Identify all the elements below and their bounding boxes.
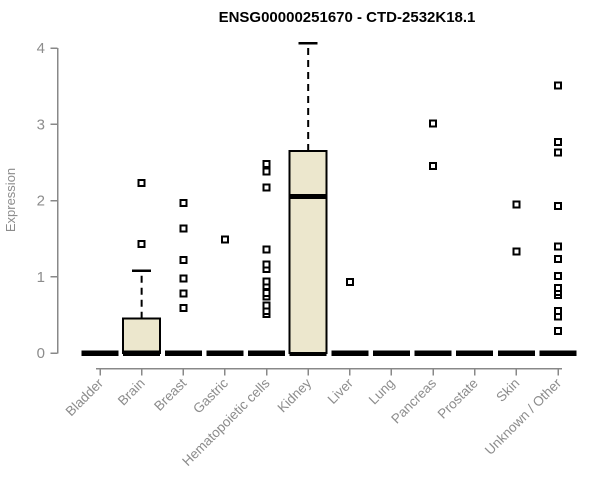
outlier-point (554, 255, 562, 264)
boxplot-liver (331, 278, 369, 356)
outlier-point (512, 200, 521, 209)
y-axis-label: Expression (3, 168, 18, 232)
outlier-point (262, 288, 271, 297)
boxplot-pancreas (414, 119, 452, 356)
x-category-label: Liver (325, 375, 357, 407)
outlier-point (512, 247, 521, 256)
x-category-label: Prostate (435, 376, 481, 422)
boxplot-skin (497, 200, 535, 356)
boxplot-breast (164, 198, 202, 356)
outlier-point (554, 201, 562, 210)
y-tick-label: 0 (37, 345, 45, 362)
median-line (123, 350, 161, 356)
outlier-point (554, 148, 562, 157)
boxplot-kidney (288, 42, 328, 356)
x-category-label: Kidney (275, 375, 315, 415)
zero-dash (497, 350, 535, 356)
zero-dash (539, 350, 577, 356)
x-category-label: Skin (493, 376, 522, 405)
box (288, 149, 328, 354)
boxplot-brain (122, 178, 162, 356)
zero-dash (331, 350, 369, 356)
outlier-point (554, 271, 562, 280)
y-tick-label: 3 (37, 116, 45, 133)
boxplots (81, 42, 577, 356)
x-category-label: Lung (366, 376, 398, 408)
boxplot-gastric (206, 235, 244, 356)
boxplot-hematopoietic-cells (248, 159, 286, 356)
outlier-point (554, 326, 562, 335)
outlier-point (429, 119, 438, 128)
median-line (289, 194, 327, 200)
outlier-point (554, 81, 562, 90)
outlier-point (179, 198, 188, 207)
outlier-point (554, 284, 562, 293)
zero-dash (248, 350, 286, 356)
box (122, 317, 162, 354)
boxplot-lung (372, 350, 410, 356)
boxplot-bladder (81, 350, 119, 356)
chart-title: ENSG00000251670 - CTD-2532K18.1 (219, 9, 476, 26)
outlier-point (262, 245, 271, 254)
zero-dash (81, 350, 119, 356)
outlier-point (179, 304, 188, 313)
x-category-label: Brain (115, 376, 148, 409)
outlier-point (262, 167, 271, 176)
y-tick-label: 4 (37, 40, 45, 57)
x-category-label: Pancreas (388, 375, 439, 426)
outlier-point (137, 178, 146, 187)
outlier-point (554, 307, 562, 316)
zero-dash (414, 350, 452, 356)
outlier-point (262, 277, 271, 286)
outlier-point (179, 224, 188, 233)
boxplot-unknown-other (539, 81, 577, 356)
x-category-label: Breast (151, 375, 189, 413)
outlier-point (179, 274, 188, 283)
outlier-point (262, 159, 271, 168)
zero-dash (456, 350, 494, 356)
outlier-point (262, 183, 271, 192)
zero-dash (206, 350, 244, 356)
outlier-point (554, 137, 562, 146)
x-category-label: Unknown / Other (482, 375, 565, 458)
boxplot-prostate (456, 350, 494, 356)
outlier-point (262, 301, 271, 310)
zero-dash (372, 350, 410, 356)
outlier-point (345, 278, 354, 287)
x-category-label: Gastric (190, 375, 231, 416)
outlier-point (262, 260, 271, 269)
outlier-point (179, 289, 188, 298)
outlier-point (554, 242, 562, 251)
y-tick-label: 2 (37, 193, 45, 210)
zero-dash (164, 350, 202, 356)
outlier-point (429, 162, 438, 171)
outlier-point (137, 239, 146, 248)
y-tick-label: 1 (37, 269, 45, 286)
outlier-point (179, 255, 188, 264)
outlier-point (220, 235, 229, 244)
x-category-label: Bladder (63, 375, 107, 419)
